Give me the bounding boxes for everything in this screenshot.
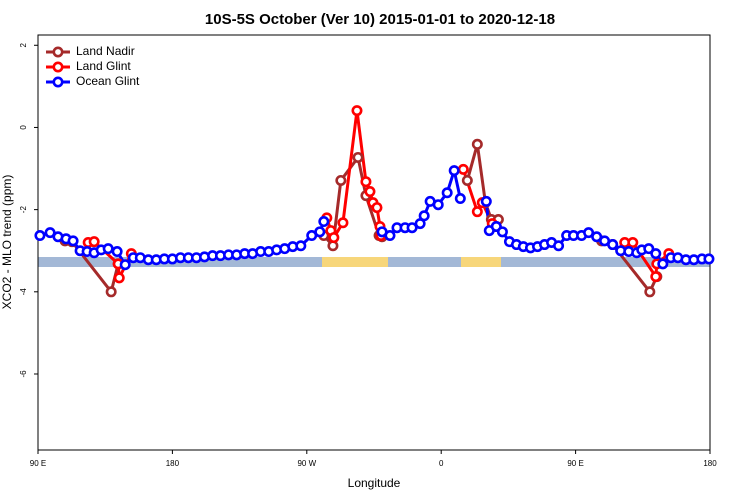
land-band	[322, 257, 388, 267]
data-point	[364, 186, 376, 198]
data-point	[111, 246, 123, 258]
data-point	[352, 151, 364, 163]
data-point	[553, 240, 565, 252]
data-point	[88, 236, 100, 248]
data-point	[295, 240, 307, 252]
x-axis-label: Longitude	[348, 476, 401, 490]
data-point	[384, 230, 396, 242]
legend-marker	[52, 76, 64, 88]
data-point	[113, 272, 125, 284]
data-point	[591, 231, 603, 243]
data-point	[496, 226, 508, 238]
x-tick-label: 90 E	[567, 459, 583, 468]
data-point	[328, 232, 340, 244]
data-point	[337, 217, 349, 229]
x-tick-label: 0	[439, 459, 444, 468]
data-point	[105, 286, 117, 298]
data-point	[703, 253, 715, 265]
y-tick-label: -2	[19, 206, 28, 214]
data-point	[44, 227, 56, 239]
data-point	[360, 176, 372, 188]
data-point	[314, 226, 326, 238]
marks	[34, 105, 715, 298]
series-line	[64, 143, 659, 296]
data-point	[457, 163, 469, 175]
x-tick-label: 90 W	[297, 459, 316, 468]
data-point	[461, 174, 473, 186]
data-point	[318, 216, 330, 228]
x-tick-label: 180	[703, 459, 717, 468]
x-tick-label: 180	[166, 459, 180, 468]
legend-label: Land Nadir	[76, 44, 135, 58]
data-point	[480, 195, 492, 207]
series-line	[87, 110, 670, 284]
data-point	[643, 243, 655, 255]
y-tick-label: 0	[19, 125, 28, 130]
data-point	[650, 248, 662, 260]
data-point	[432, 199, 444, 211]
y-tick-label: -6	[19, 370, 28, 378]
data-point	[657, 258, 669, 270]
data-point	[583, 227, 595, 239]
data-point	[471, 206, 483, 218]
legend-label: Land Glint	[76, 59, 131, 73]
data-point	[406, 222, 418, 234]
data-point	[644, 286, 656, 298]
data-point	[607, 239, 619, 251]
legend-marker	[52, 61, 64, 73]
data-point	[418, 210, 430, 222]
data-point	[34, 230, 46, 242]
data-point	[471, 138, 483, 150]
data-point	[371, 202, 383, 214]
data-point	[441, 187, 453, 199]
chart-title: 10S-5S October (Ver 10) 2015-01-01 to 20…	[205, 11, 555, 28]
data-point	[351, 105, 363, 117]
land-band	[461, 257, 501, 267]
data-point	[119, 259, 131, 271]
y-tick-label: -4	[19, 288, 28, 296]
data-point	[67, 235, 79, 247]
y-axis-label: XCO2 - MLO trend (ppm)	[0, 175, 14, 310]
y-tick-label: 2	[19, 42, 28, 47]
data-point	[448, 165, 460, 177]
plot-frame	[37, 34, 711, 451]
data-point	[102, 243, 114, 255]
data-point	[335, 174, 347, 186]
data-point	[650, 271, 662, 283]
data-point	[454, 193, 466, 205]
data-point	[627, 237, 639, 249]
x-tick-label: 90 E	[30, 459, 46, 468]
legend-label: Ocean Glint	[76, 74, 140, 88]
legend-marker	[52, 46, 64, 58]
